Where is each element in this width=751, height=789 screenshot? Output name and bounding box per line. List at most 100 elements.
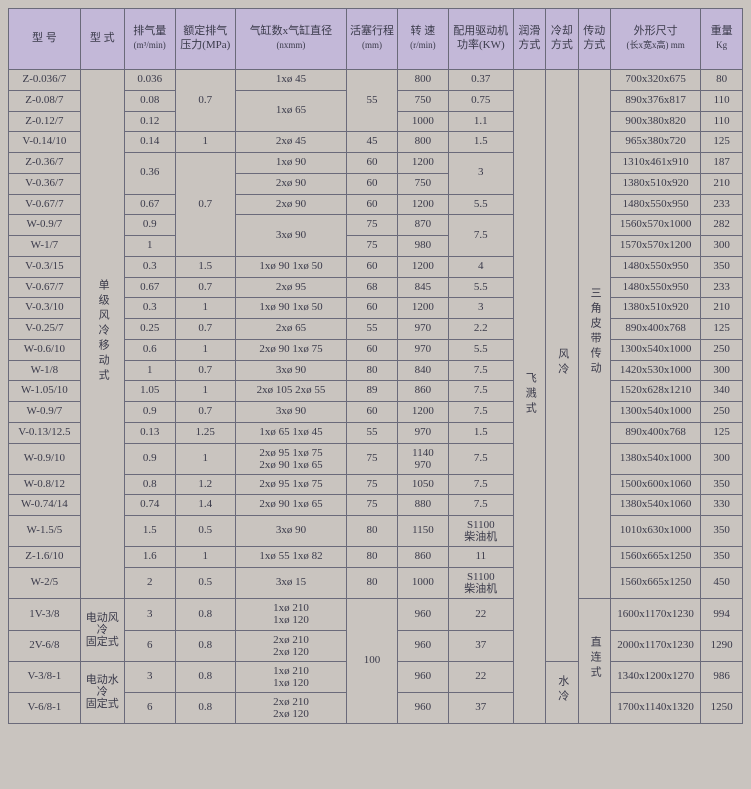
cell: 0.7 <box>175 153 235 257</box>
cell: 0.37 <box>448 70 513 91</box>
cell: 994 <box>701 599 743 630</box>
cell: 1250 <box>701 692 743 723</box>
cell: 1.5 <box>448 422 513 443</box>
cell: 7.5 <box>448 360 513 381</box>
cell: 970 <box>397 319 448 340</box>
cell: 37 <box>448 630 513 661</box>
cell: W-0.9/7 <box>9 215 81 236</box>
cell: V-0.67/7 <box>9 277 81 298</box>
cell: 6 <box>124 692 175 723</box>
cell: S1100柴油机 <box>448 516 513 547</box>
cell: 1480x550x950 <box>610 277 700 298</box>
h-dim: 外形尺寸(长x宽x高) mm <box>610 9 700 70</box>
cell: 1.2 <box>175 474 235 495</box>
cell: 870 <box>397 215 448 236</box>
cell: 7.5 <box>448 495 513 516</box>
cell: 37 <box>448 692 513 723</box>
h-displacement-label: 排气量 <box>133 25 166 37</box>
cell: 1570x570x1200 <box>610 236 700 257</box>
h-lube: 润滑 方式 <box>513 9 545 70</box>
h-displacement: 排气量 (m³/min) <box>124 9 175 70</box>
cell: 1050 <box>397 474 448 495</box>
h-stroke-label: 活塞行程 <box>350 25 394 37</box>
cell: 980 <box>397 236 448 257</box>
cell: Z-1.6/10 <box>9 547 81 568</box>
cell: 0.7 <box>175 277 235 298</box>
cell: 1.05 <box>124 381 175 402</box>
cell: V-0.3/15 <box>9 256 81 277</box>
cell: 22 <box>448 599 513 630</box>
cell: 210 <box>701 173 743 194</box>
cell: 1 <box>175 381 235 402</box>
cell: 0.5 <box>175 516 235 547</box>
cell: 0.67 <box>124 277 175 298</box>
cell: 125 <box>701 422 743 443</box>
cell: 0.25 <box>124 319 175 340</box>
cell: 3xø 90 <box>235 516 346 547</box>
cell: 1 <box>175 132 235 153</box>
cell: 100 <box>347 599 398 724</box>
cell: 1380x540x1000 <box>610 443 700 474</box>
cell: 1310x461x910 <box>610 153 700 174</box>
cell: 890x400x768 <box>610 422 700 443</box>
cell: 1xø 90 <box>235 153 346 174</box>
cell: W-0.9/10 <box>9 443 81 474</box>
table-row: 1V-3/8电动风冷固定式30.81xø 2101xø 12010096022直… <box>9 599 743 630</box>
cell: V-3/8-1 <box>9 661 81 692</box>
cell: 970 <box>397 339 448 360</box>
cell: 986 <box>701 661 743 692</box>
cell: 340 <box>701 381 743 402</box>
cell: 1200 <box>397 153 448 174</box>
cell: 0.7 <box>175 70 235 132</box>
cell: 5.5 <box>448 194 513 215</box>
cell: 3 <box>448 298 513 319</box>
cell: V-0.3/10 <box>9 298 81 319</box>
cell: 2000x1170x1230 <box>610 630 700 661</box>
cell: 1600x1170x1230 <box>610 599 700 630</box>
cell: 1140970 <box>397 443 448 474</box>
cell: 1340x1200x1270 <box>610 661 700 692</box>
h-weight: 重量Kg <box>701 9 743 70</box>
cell: 1.4 <box>175 495 235 516</box>
cell: W-0.74/14 <box>9 495 81 516</box>
cell: 4 <box>448 256 513 277</box>
cell: 单级风冷移动式 <box>80 70 124 599</box>
cell: S1100柴油机 <box>448 568 513 599</box>
cell: 水冷 <box>546 661 578 723</box>
cell: 2xø 65 <box>235 319 346 340</box>
cell: 75 <box>347 474 398 495</box>
h-model: 型 号 <box>9 9 81 70</box>
cell: 2V-6/8 <box>9 630 81 661</box>
cell: 60 <box>347 256 398 277</box>
cell: 1200 <box>397 256 448 277</box>
cell: 2xø 105 2xø 55 <box>235 381 346 402</box>
cell: 2xø 2102xø 120 <box>235 692 346 723</box>
h-stroke-unit: (mm) <box>362 40 382 50</box>
cell: 0.6 <box>124 339 175 360</box>
cell: 960 <box>397 661 448 692</box>
h-weight-unit: Kg <box>716 40 727 50</box>
cell: 350 <box>701 516 743 547</box>
cell: 0.14 <box>124 132 175 153</box>
cell: 860 <box>397 547 448 568</box>
cell: 890x400x768 <box>610 319 700 340</box>
cell: 233 <box>701 277 743 298</box>
cell: 7.5 <box>448 215 513 257</box>
cell: 11 <box>448 547 513 568</box>
cell: 0.13 <box>124 422 175 443</box>
cell: 2xø 90 <box>235 194 346 215</box>
cell: 1.1 <box>448 111 513 132</box>
cell: 1380x510x920 <box>610 173 700 194</box>
h-displacement-unit: (m³/min) <box>134 40 166 50</box>
cell: 1 <box>124 360 175 381</box>
cell: W-1.5/5 <box>9 516 81 547</box>
cell: 0.74 <box>124 495 175 516</box>
cell: 1290 <box>701 630 743 661</box>
cell: 7.5 <box>448 381 513 402</box>
cell: V-0.36/7 <box>9 173 81 194</box>
h-style: 型 式 <box>80 9 124 70</box>
cell: 0.7 <box>175 360 235 381</box>
cell: 7.5 <box>448 474 513 495</box>
cell: 1380x540x1060 <box>610 495 700 516</box>
cell: 3 <box>124 599 175 630</box>
